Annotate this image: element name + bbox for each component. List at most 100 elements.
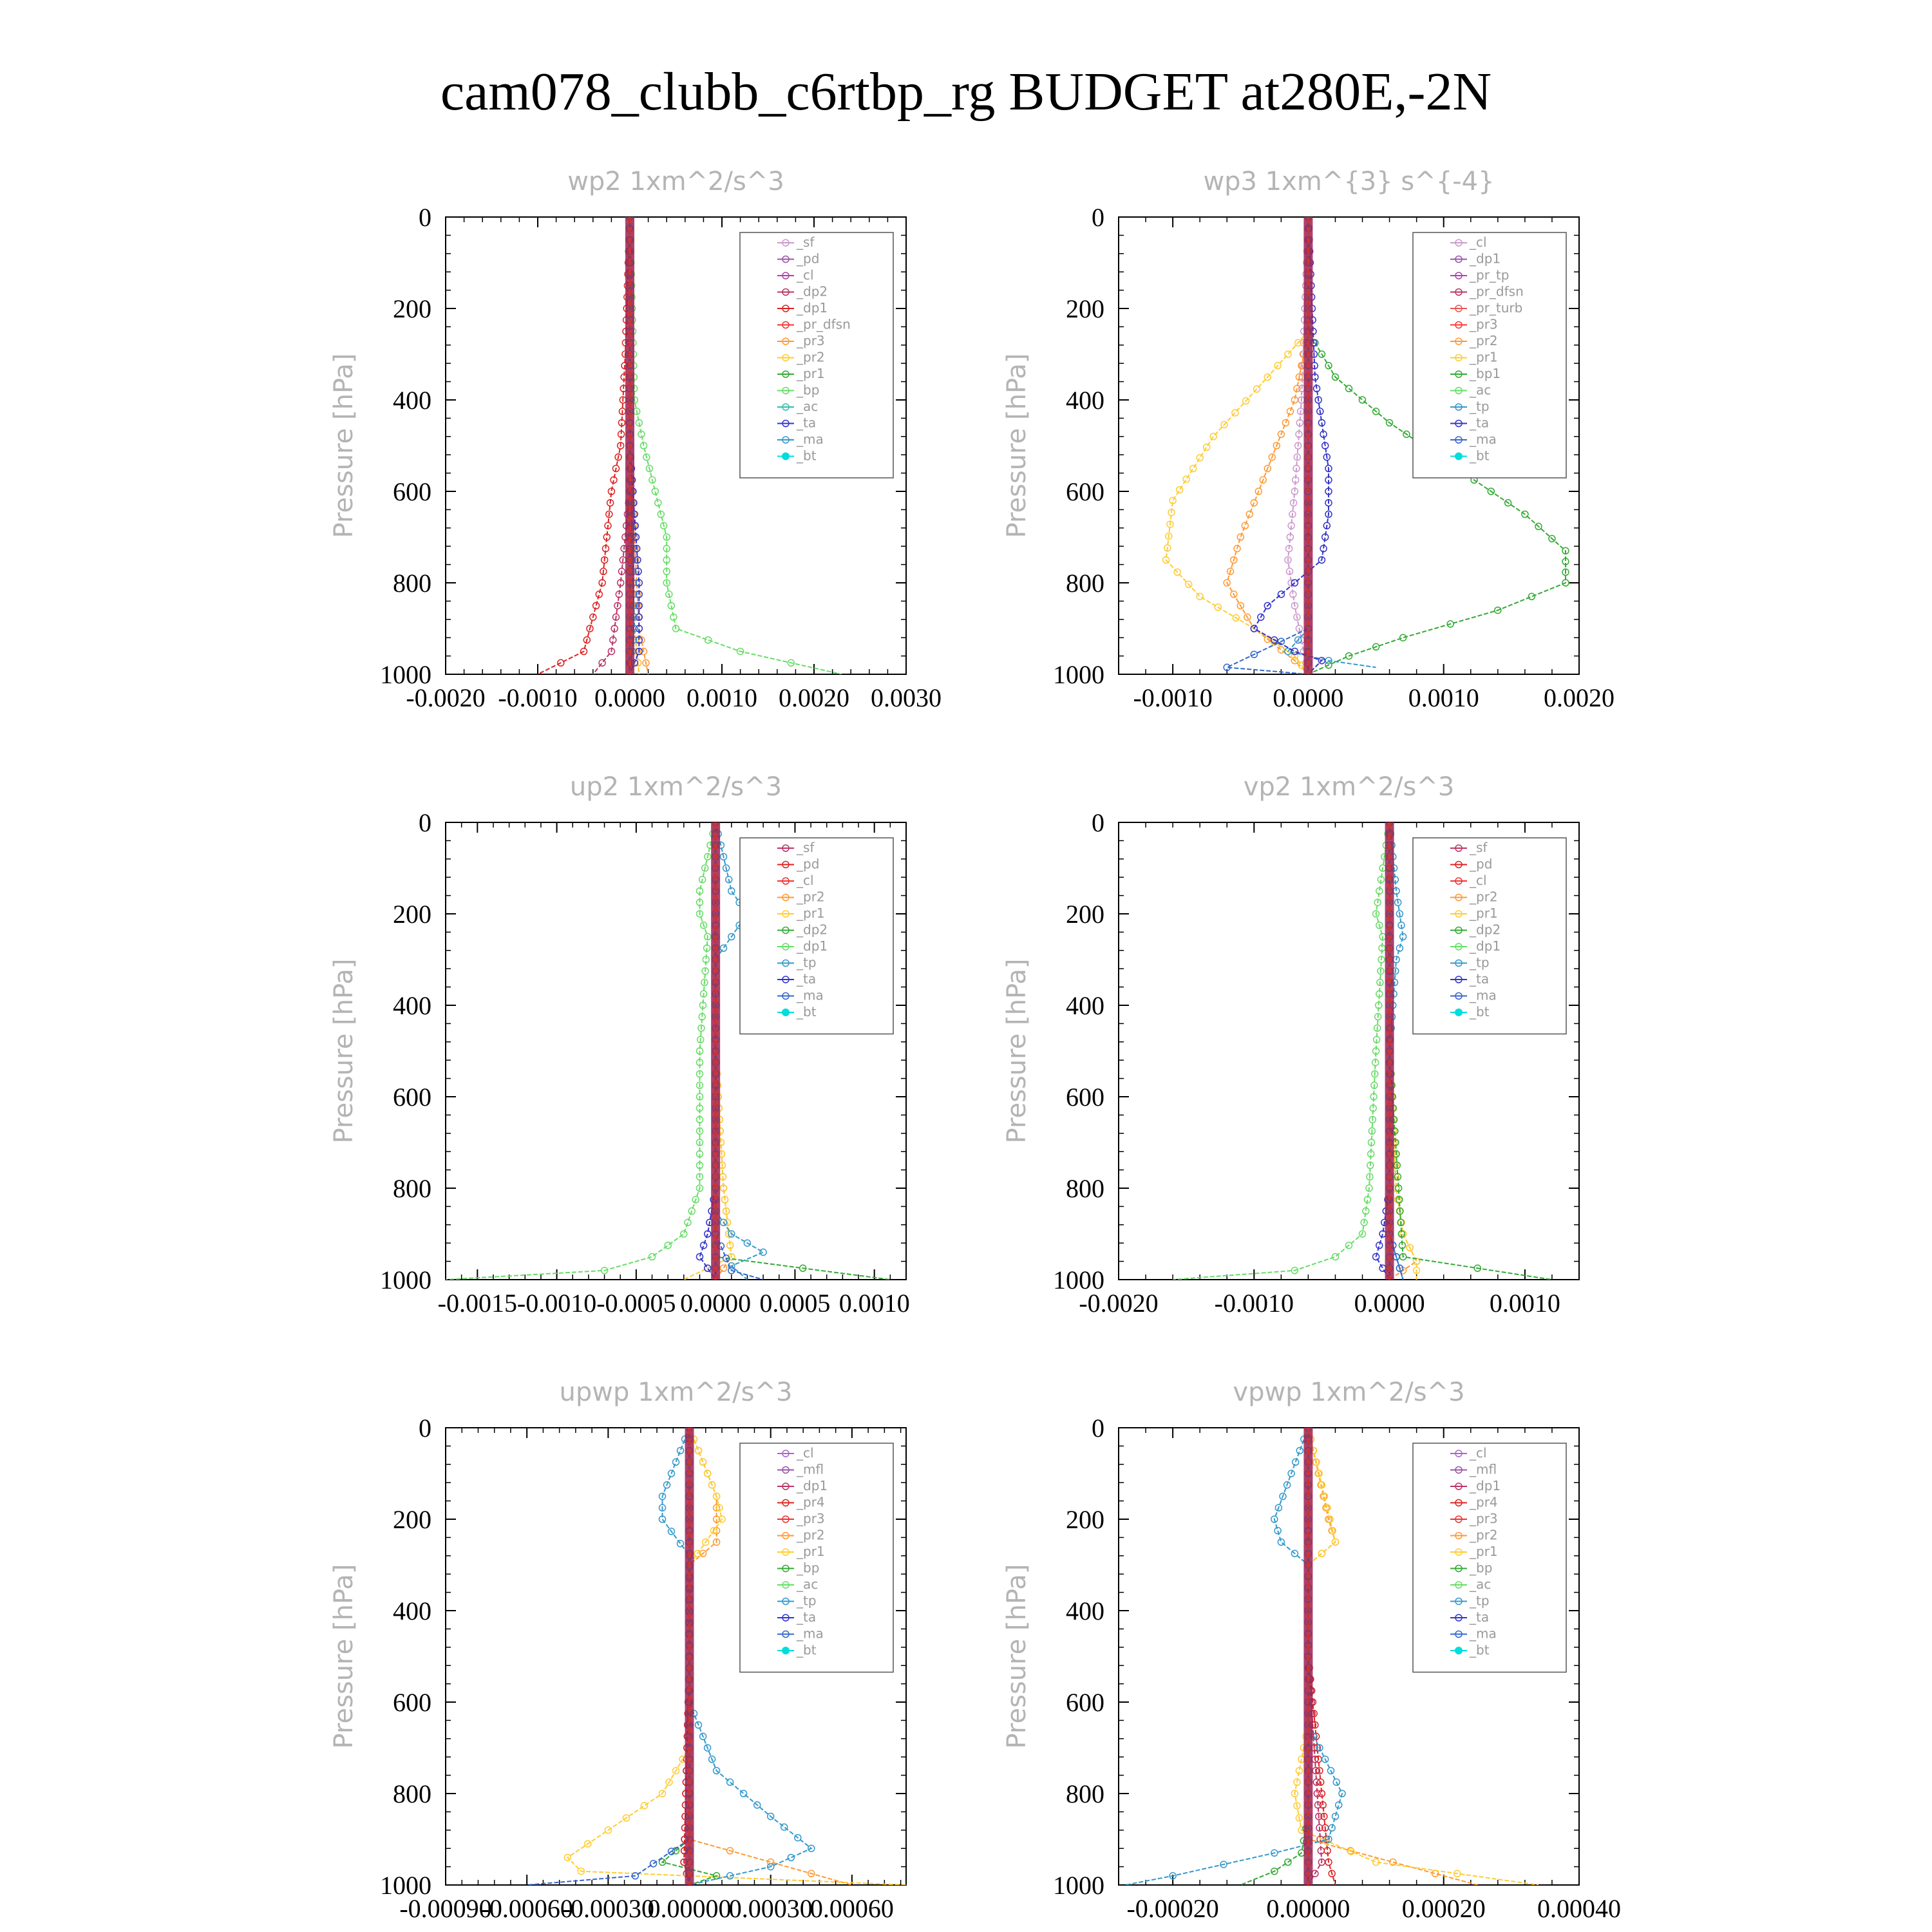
series-marker bbox=[614, 453, 622, 461]
legend-entry: _pr_dfsn bbox=[796, 317, 851, 332]
legend-marker bbox=[782, 976, 790, 983]
legend-entry: _pd bbox=[1469, 857, 1492, 872]
series-marker bbox=[1291, 647, 1299, 656]
legend-marker bbox=[1455, 1450, 1463, 1457]
series-marker bbox=[704, 1264, 712, 1273]
series-marker bbox=[649, 1860, 658, 1868]
series-marker bbox=[712, 1515, 721, 1523]
series-marker bbox=[618, 419, 626, 427]
series-marker bbox=[1394, 898, 1402, 907]
series-marker bbox=[1331, 1812, 1340, 1821]
legend: _sf_pd_cl_dp2_dp1_pr_dfsn_pr3 _pr2_pr1 _bp… bbox=[739, 232, 894, 478]
series-marker bbox=[697, 1024, 705, 1032]
x-tick-label: 0.0010 bbox=[839, 1289, 910, 1318]
y-tick-label: 0 bbox=[419, 808, 431, 837]
series-group bbox=[446, 822, 891, 1280]
series-marker bbox=[728, 1253, 735, 1261]
series-marker bbox=[622, 1814, 630, 1822]
series-marker bbox=[1325, 362, 1332, 370]
series-line-ma bbox=[715, 822, 764, 1280]
series-marker bbox=[1277, 646, 1285, 654]
series-marker bbox=[1370, 1081, 1378, 1090]
x-tick-label: 0.0000 bbox=[1354, 1289, 1425, 1318]
series-marker bbox=[1316, 1744, 1323, 1752]
series-marker bbox=[701, 978, 708, 987]
series-marker bbox=[794, 1833, 802, 1842]
series-marker bbox=[1329, 1527, 1337, 1535]
legend-entry: _pr1 bbox=[796, 1544, 825, 1559]
series-marker bbox=[696, 1173, 704, 1181]
legend-box bbox=[1412, 837, 1567, 1035]
series-marker bbox=[704, 636, 712, 644]
x-tick-label: 0.0010 bbox=[1408, 683, 1479, 712]
series-marker bbox=[583, 636, 591, 644]
legend-entry: _pr_dfsn bbox=[1469, 284, 1524, 299]
series-marker bbox=[1294, 636, 1302, 644]
series-marker bbox=[1296, 1446, 1304, 1455]
legend-entry: _sf bbox=[1469, 840, 1488, 855]
series-group bbox=[527, 1428, 906, 1885]
legend-entry: _pr2 bbox=[1469, 1528, 1498, 1543]
legend-entry: _ta bbox=[796, 1609, 816, 1625]
x-tick-label: -0.0010 bbox=[498, 683, 577, 712]
series-marker bbox=[667, 1848, 676, 1855]
series-marker bbox=[1369, 1104, 1377, 1112]
legend-entry: _pr3 bbox=[796, 333, 825, 348]
series-line-tp bbox=[1287, 217, 1376, 668]
series-marker bbox=[726, 1242, 734, 1249]
series-marker bbox=[696, 1161, 704, 1170]
legend-entry: _ma bbox=[796, 1626, 824, 1642]
series-marker bbox=[1291, 488, 1299, 495]
series-marker bbox=[1396, 1196, 1403, 1204]
series-marker bbox=[1325, 488, 1332, 495]
series-marker bbox=[1323, 453, 1331, 461]
series-marker bbox=[702, 956, 710, 963]
legend-entry: _pr1 bbox=[796, 366, 825, 381]
series-marker bbox=[696, 1081, 704, 1090]
panel-title: vpwp 1xm^2/s^3 bbox=[1233, 1378, 1464, 1407]
y-tick-label: 200 bbox=[393, 900, 431, 929]
x-tick-label: 0.0005 bbox=[759, 1289, 830, 1318]
series-marker bbox=[1562, 568, 1569, 576]
series-marker bbox=[1209, 433, 1217, 440]
y-tick-label: 0 bbox=[419, 203, 431, 232]
series-marker bbox=[635, 579, 643, 587]
series-marker bbox=[631, 1872, 639, 1880]
legend-marker bbox=[1455, 403, 1463, 411]
series-marker bbox=[612, 613, 620, 621]
series-marker bbox=[1325, 510, 1332, 518]
legend-marker bbox=[1455, 1482, 1463, 1490]
series-marker bbox=[1367, 1150, 1375, 1158]
series-marker bbox=[663, 533, 670, 541]
series-marker bbox=[1274, 1527, 1282, 1535]
series-marker bbox=[1367, 1139, 1376, 1146]
series-marker bbox=[1396, 1207, 1404, 1215]
legend-marker bbox=[1455, 943, 1463, 951]
legend-entry: _tp bbox=[1469, 1593, 1490, 1609]
series-marker bbox=[1236, 533, 1245, 541]
series-marker bbox=[1320, 1812, 1328, 1821]
legend-entry: _pr3 bbox=[1469, 317, 1498, 332]
series-marker bbox=[1277, 591, 1285, 598]
legend-marker bbox=[1455, 1515, 1463, 1523]
legend-entry: _dp1 bbox=[1469, 938, 1501, 954]
series-marker bbox=[722, 1207, 730, 1215]
series-marker bbox=[1291, 1790, 1299, 1797]
series-marker bbox=[712, 1766, 721, 1775]
series-marker bbox=[684, 1218, 692, 1227]
series-marker bbox=[694, 1549, 701, 1558]
series-marker bbox=[1271, 1515, 1278, 1523]
legend-entry: _ma bbox=[796, 988, 824, 1003]
series-marker bbox=[1279, 1492, 1287, 1501]
x-tick-label: -0.0005 bbox=[596, 1289, 676, 1318]
series-marker bbox=[663, 1481, 671, 1489]
legend-entry: _ta bbox=[796, 971, 816, 987]
series-marker bbox=[1277, 638, 1285, 645]
series-marker bbox=[688, 1207, 696, 1215]
series-marker bbox=[1325, 1858, 1332, 1866]
series-marker bbox=[1394, 1173, 1402, 1181]
series-marker bbox=[724, 876, 733, 884]
series-marker bbox=[1399, 634, 1407, 641]
legend-entry: _pr1 bbox=[1469, 1544, 1498, 1559]
series-marker bbox=[664, 1242, 672, 1249]
